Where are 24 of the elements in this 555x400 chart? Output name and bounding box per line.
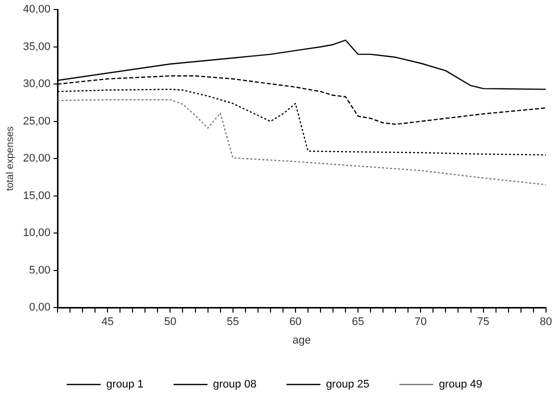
x-tick-label: 65 (352, 316, 364, 328)
legend-label: group 08 (213, 378, 256, 391)
y-tick-label: 40,00 (22, 4, 51, 16)
y-axis-title: total expenses (4, 126, 16, 191)
legend-label: group 1 (106, 378, 144, 391)
y-tick-label: 20,00 (22, 152, 51, 165)
x-tick-label: 75 (477, 316, 490, 328)
y-tick-label: 10,00 (22, 227, 51, 240)
legend-label: group 25 (326, 378, 370, 391)
y-tick-label: 25,00 (22, 115, 51, 128)
x-tick-label: 70 (414, 316, 427, 328)
x-tick-label: 50 (164, 316, 176, 328)
x-tick-label: 45 (101, 316, 114, 328)
y-tick-label: 35,00 (22, 40, 51, 53)
x-tick-label: 60 (289, 316, 302, 328)
line-series (58, 99, 546, 186)
legend-label: group 49 (438, 378, 482, 391)
x-tick-label: 55 (226, 316, 239, 328)
y-tick-label: 15,00 (22, 190, 51, 202)
x-axis-title: age (292, 334, 311, 346)
y-tick-label: 30,00 (22, 78, 51, 90)
x-tick-label: 80 (540, 316, 552, 328)
y-tick-label: 5,00 (29, 264, 51, 276)
y-tick-label: 0,00 (29, 302, 51, 314)
